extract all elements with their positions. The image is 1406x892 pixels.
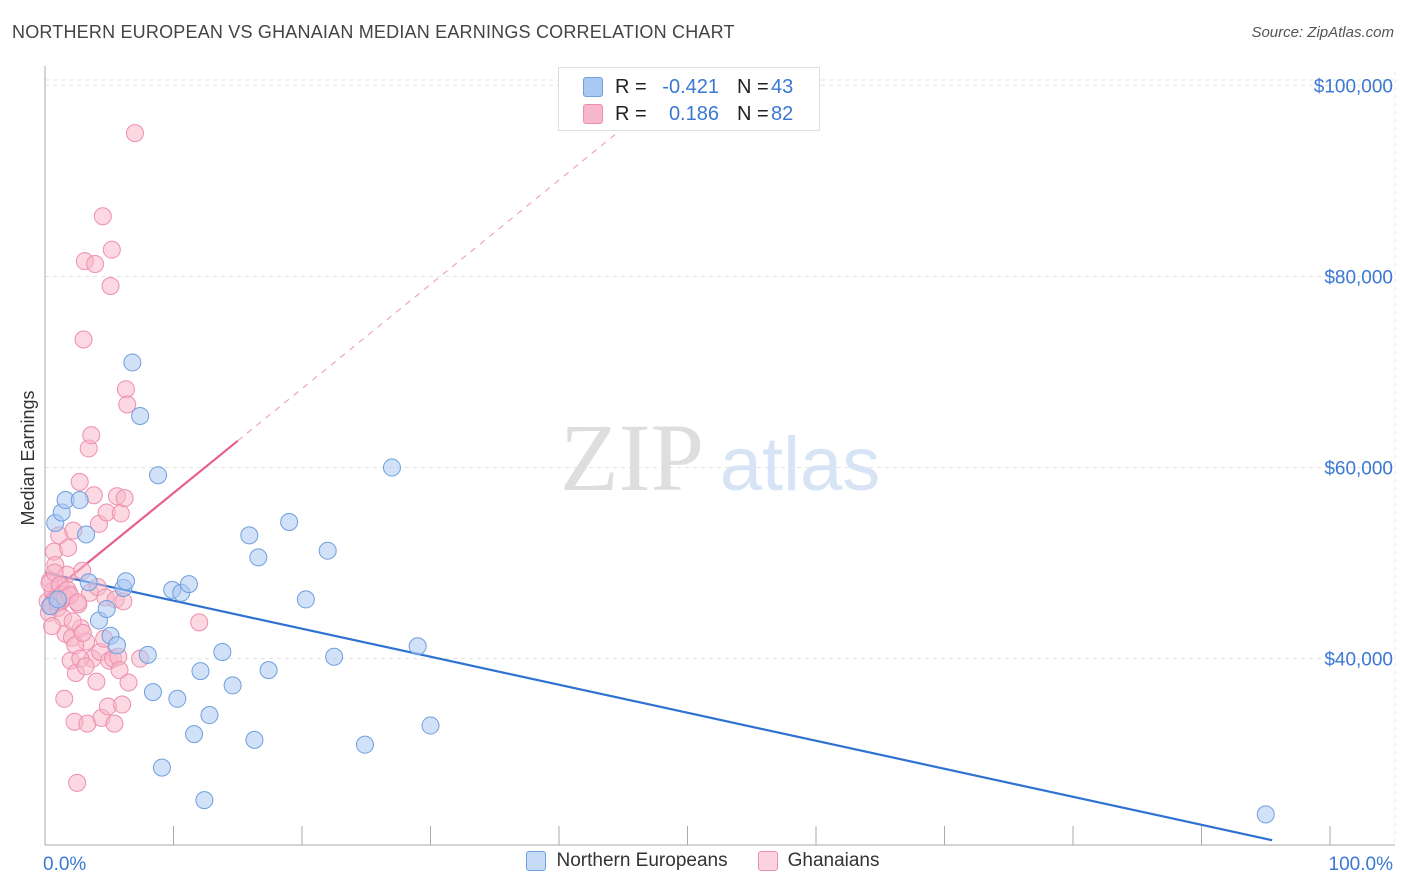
ghanaian-trend-extension [237,132,618,442]
data-points [38,124,1275,824]
ghanaian-point [119,673,138,692]
axes [44,66,1395,846]
northern-point [48,590,67,609]
northern-point [77,525,96,544]
x-tick-label-start: 0.0% [43,854,86,875]
legend-r-value: -0.421 [662,75,719,98]
ghanaian-point [116,380,135,399]
ghanaian-point [76,657,95,676]
series-legend: Northern Europeans Ghanaians [0,850,1406,872]
legend-r-value: 0.186 [668,102,719,125]
ghanaian-point [87,672,106,691]
legend-r-label: R = [615,102,647,125]
northern-point [123,353,142,372]
northern-point [240,526,259,545]
ghanaian-point [68,593,87,612]
northern-point [382,458,401,477]
legend-row-ghanaian: R = 0.186 N = 82 [583,101,793,127]
ghanaian-point [74,330,93,349]
northern-point [223,676,242,695]
ghanaian-point [70,472,89,491]
northern-point [70,491,89,510]
legend-n-value: 43 [771,75,794,98]
ghanaian-point [111,504,130,523]
ghanaian-point [190,613,209,632]
northern-point [107,636,126,655]
northern-point [200,706,219,725]
watermark-zip: ZIP [560,404,704,511]
northern-point [213,642,232,661]
ghanaian-point [43,617,62,636]
northern-point [191,662,210,681]
ghanaian-point [63,612,82,631]
northern-point [355,735,374,754]
northern-point [280,513,299,532]
northern-point [143,683,162,702]
ghanaian-point [125,124,144,143]
legend-n-label: N = [737,75,769,98]
ghanaian-point [68,773,87,792]
ghanaian-point [59,538,78,557]
ghanaian-point [118,395,137,414]
ghanaian-point [110,661,129,680]
series-swatch-northern [526,851,547,871]
ghanaian-point [55,689,74,708]
series-legend-ghanaian[interactable]: Ghanaians [757,850,880,872]
northern-point [79,573,98,592]
ghanaian-point [82,426,101,445]
watermark-atlas: atlas [720,422,881,507]
y-tick-label: $60,000 [1324,459,1393,480]
northern-point [408,637,427,656]
northern-point [149,466,168,485]
ghanaian-point [113,695,132,714]
ghanaian-point [101,277,120,295]
northern-point [259,661,278,680]
legend-row-northern: R = -0.421 N = 43 [583,74,793,100]
legend-r-label: R = [615,75,647,98]
series-label-northern: Northern Europeans [556,850,728,871]
ghanaian-point [93,207,112,226]
northern-point [296,590,315,609]
northern-point [185,725,204,744]
northern-point [131,406,150,425]
y-tick-label: $40,000 [1324,650,1393,671]
chart-title: NORTHERN EUROPEAN VS GHANAIAN MEDIAN EAR… [12,22,735,42]
series-swatch-ghanaian [757,851,778,871]
source-label: Source: ZipAtlas.com [1251,24,1394,41]
northern-point [325,647,344,666]
legend-n-label: N = [737,102,769,125]
correlation-legend: R = -0.421 N = 43 R = 0.186 N = 82 [558,67,820,131]
northern-point [249,548,268,567]
northern-trend-line [44,571,1273,842]
northern-point [1256,805,1275,824]
northern-point [195,791,214,810]
x-tick-label-end: 100.0% [1329,854,1394,875]
watermark: ZIP atlas [560,404,880,511]
legend-swatch-ghanaian [583,104,603,124]
ghanaian-point [115,489,134,508]
series-label-ghanaian: Ghanaians [787,850,880,871]
series-legend-northern[interactable]: Northern Europeans [526,850,728,872]
northern-point [116,572,135,591]
y-tick-label: $100,000 [1314,76,1393,97]
northern-point [318,541,337,560]
y-tick-label: $80,000 [1324,267,1393,288]
northern-point [421,716,440,735]
axis-labels: $40,000 $60,000 $80,000 $100,000 0.0% 100.0% M… [18,76,1393,875]
northern-point [179,575,198,594]
y-axis-title: Median Earnings [18,390,38,525]
ghanaian-point [105,714,124,733]
ghanaian-point [86,255,105,274]
legend-swatch-northern [583,77,603,97]
legend-n-value: 82 [771,102,794,125]
northern-point [245,730,264,749]
northern-point [97,599,116,618]
northern-point [138,645,157,664]
ghanaian-point [102,240,121,259]
ghanaian-point [73,623,92,642]
northern-point [152,758,171,777]
northern-point [168,689,187,708]
